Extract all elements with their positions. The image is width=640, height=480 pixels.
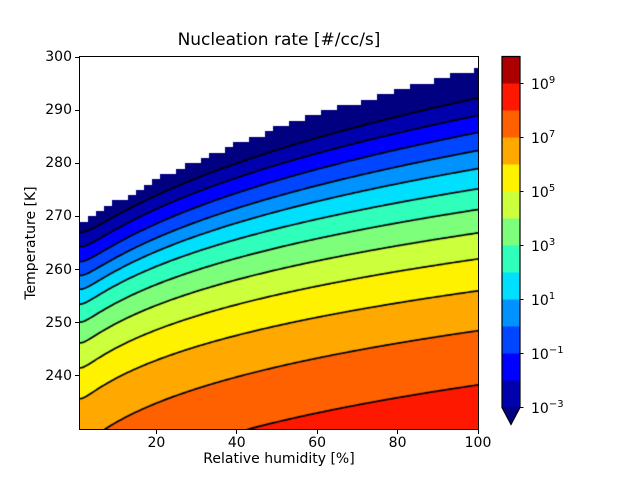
- y-tick-label: 300: [45, 49, 72, 65]
- colorbar-tick-label: 10−3: [531, 398, 564, 417]
- y-tick-mark: [75, 322, 79, 324]
- colorbar-outline: [501, 55, 521, 426]
- colorbar-tick-label: 107: [531, 128, 556, 147]
- y-tick-mark: [75, 269, 79, 271]
- y-tick-label: 290: [45, 102, 72, 119]
- chart-title: Nucleation rate [#/cc/s]: [177, 30, 381, 50]
- colorbar: [501, 55, 524, 426]
- y-tick-label: 280: [45, 155, 72, 172]
- x-tick-label: 20: [147, 435, 166, 451]
- colorbar-band: [502, 110, 520, 138]
- y-tick-mark: [75, 215, 79, 217]
- colorbar-band: [502, 299, 520, 327]
- colorbar-band: [502, 380, 520, 408]
- colorbar-tick-label: 109: [531, 74, 556, 93]
- y-tick-mark: [75, 56, 79, 58]
- contour-plot-canvas: [80, 57, 478, 429]
- x-tick-label: 80: [388, 435, 407, 451]
- y-tick-mark: [75, 375, 79, 377]
- y-tick-label: 250: [45, 314, 72, 331]
- colorbar-band: [502, 191, 520, 219]
- x-tick-mark: [155, 430, 157, 434]
- colorbar-extend-min-arrow: [502, 407, 520, 425]
- colorbar-band: [502, 218, 520, 246]
- colorbar-band: [502, 326, 520, 354]
- colorbar-band: [502, 56, 520, 84]
- y-tick-label: 260: [45, 261, 72, 278]
- x-tick-mark: [236, 430, 238, 434]
- x-tick-label: 40: [227, 435, 246, 451]
- y-tick-label: 270: [45, 208, 72, 225]
- colorbar-tick-label: 103: [531, 236, 556, 255]
- colorbar-band: [502, 137, 520, 165]
- x-tick-label: 60: [308, 435, 327, 451]
- x-tick-mark: [397, 430, 399, 434]
- y-tick-mark: [75, 162, 79, 164]
- colorbar-band: [502, 245, 520, 273]
- x-tick-label: 100: [464, 435, 492, 451]
- colorbar-tick-label: 105: [531, 182, 556, 201]
- y-axis-label: Temperature [K]: [23, 186, 39, 300]
- colorbar-band: [502, 353, 520, 381]
- colorbar-band: [502, 272, 520, 300]
- colorbar-band: [502, 164, 520, 192]
- y-tick-mark: [75, 109, 79, 111]
- plot-area-frame: [79, 56, 479, 430]
- colorbar-tick-label: 101: [531, 290, 556, 309]
- x-axis-label: Relative humidity [%]: [203, 451, 355, 467]
- colorbar-tick-label: 10−1: [531, 344, 564, 363]
- colorbar-band: [502, 83, 520, 111]
- x-tick-mark: [477, 430, 479, 434]
- y-tick-label: 240: [45, 367, 72, 384]
- x-tick-mark: [316, 430, 318, 434]
